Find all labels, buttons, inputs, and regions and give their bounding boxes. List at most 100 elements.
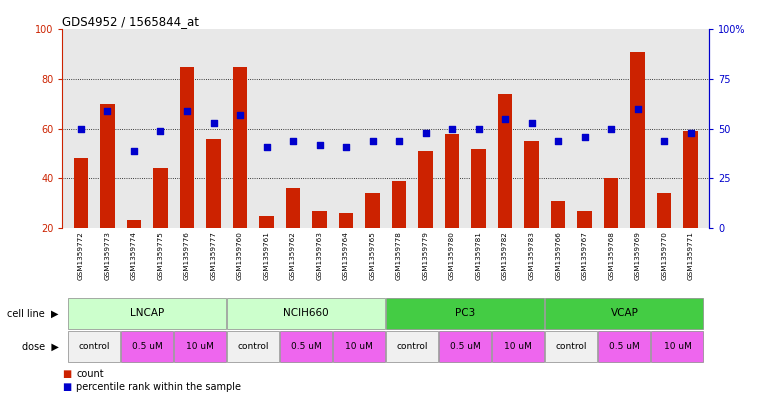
Text: GSM1359762: GSM1359762 xyxy=(290,231,296,280)
Text: 0.5 uM: 0.5 uM xyxy=(291,342,322,351)
Text: 10 uM: 10 uM xyxy=(345,342,373,351)
Text: GSM1359771: GSM1359771 xyxy=(688,231,694,280)
Point xyxy=(208,119,220,126)
Text: GDS4952 / 1565844_at: GDS4952 / 1565844_at xyxy=(62,15,199,28)
Bar xyxy=(651,331,703,362)
Text: GSM1359779: GSM1359779 xyxy=(422,231,428,280)
Text: control: control xyxy=(78,342,110,351)
Point xyxy=(419,130,431,136)
Text: GSM1359780: GSM1359780 xyxy=(449,231,455,280)
Bar xyxy=(657,193,671,277)
Point xyxy=(473,125,485,132)
Bar xyxy=(546,331,597,362)
Bar xyxy=(333,331,385,362)
Text: GSM1359768: GSM1359768 xyxy=(608,231,614,280)
Text: GSM1359781: GSM1359781 xyxy=(476,231,482,280)
Text: 10 uM: 10 uM xyxy=(186,342,214,351)
Point xyxy=(685,130,697,136)
Bar xyxy=(312,211,326,277)
Bar xyxy=(228,298,385,329)
Bar xyxy=(68,298,226,329)
Bar xyxy=(285,188,301,277)
Text: GSM1359775: GSM1359775 xyxy=(158,231,164,280)
Text: GSM1359767: GSM1359767 xyxy=(581,231,587,280)
Point xyxy=(578,134,591,140)
Bar xyxy=(233,67,247,277)
Text: LNCAP: LNCAP xyxy=(130,309,164,318)
Bar xyxy=(419,151,433,277)
Text: GSM1359763: GSM1359763 xyxy=(317,231,323,280)
Text: NCIH660: NCIH660 xyxy=(284,309,329,318)
Point xyxy=(367,138,379,144)
Text: cell line  ▶: cell line ▶ xyxy=(7,309,59,318)
Text: GSM1359774: GSM1359774 xyxy=(131,231,137,280)
Text: GSM1359772: GSM1359772 xyxy=(78,231,84,280)
Bar xyxy=(74,158,88,277)
Bar xyxy=(228,331,279,362)
Bar xyxy=(100,104,115,277)
Text: dose  ▶: dose ▶ xyxy=(22,342,59,352)
Point xyxy=(552,138,564,144)
Point xyxy=(446,125,458,132)
Text: GSM1359764: GSM1359764 xyxy=(343,231,349,280)
Text: 10 uM: 10 uM xyxy=(505,342,532,351)
Point xyxy=(393,138,405,144)
Text: GSM1359782: GSM1359782 xyxy=(502,231,508,280)
Text: 0.5 uM: 0.5 uM xyxy=(132,342,163,351)
Point xyxy=(128,147,140,154)
Bar xyxy=(604,178,619,277)
Text: GSM1359776: GSM1359776 xyxy=(184,231,190,280)
Point xyxy=(154,128,167,134)
Point xyxy=(499,116,511,122)
Point xyxy=(181,108,193,114)
Bar xyxy=(339,213,353,277)
Bar xyxy=(471,149,486,277)
Bar xyxy=(365,193,380,277)
Point xyxy=(658,138,670,144)
Point xyxy=(632,106,644,112)
Text: 10 uM: 10 uM xyxy=(664,342,692,351)
Bar xyxy=(126,220,142,277)
Bar xyxy=(524,141,539,277)
Text: GSM1359770: GSM1359770 xyxy=(661,231,667,280)
Text: GSM1359760: GSM1359760 xyxy=(237,231,243,280)
Bar xyxy=(180,67,194,277)
Bar xyxy=(280,331,333,362)
Text: GSM1359783: GSM1359783 xyxy=(529,231,535,280)
Bar xyxy=(174,331,226,362)
Text: GSM1359766: GSM1359766 xyxy=(555,231,561,280)
Bar xyxy=(630,52,645,277)
Point xyxy=(314,141,326,148)
Text: GSM1359778: GSM1359778 xyxy=(396,231,402,280)
Text: 0.5 uM: 0.5 uM xyxy=(609,342,640,351)
Text: PC3: PC3 xyxy=(455,309,476,318)
Bar xyxy=(121,331,174,362)
Text: percentile rank within the sample: percentile rank within the sample xyxy=(76,382,241,392)
Bar xyxy=(439,331,492,362)
Text: count: count xyxy=(76,369,103,379)
Text: control: control xyxy=(396,342,428,351)
Bar xyxy=(578,211,592,277)
Text: VCAP: VCAP xyxy=(610,309,638,318)
Text: GSM1359761: GSM1359761 xyxy=(263,231,269,280)
Text: control: control xyxy=(237,342,269,351)
Bar xyxy=(498,94,512,277)
Bar xyxy=(387,298,544,329)
Point xyxy=(526,119,538,126)
Bar xyxy=(492,331,544,362)
Point xyxy=(234,112,246,118)
Point xyxy=(340,143,352,150)
Text: GSM1359777: GSM1359777 xyxy=(211,231,217,280)
Bar xyxy=(387,331,438,362)
Bar xyxy=(551,201,565,277)
Bar xyxy=(153,168,167,277)
Text: control: control xyxy=(556,342,587,351)
Bar xyxy=(392,181,406,277)
Bar xyxy=(683,131,698,277)
Bar xyxy=(598,331,651,362)
Point xyxy=(605,125,617,132)
Text: ■: ■ xyxy=(62,382,72,392)
Text: GSM1359769: GSM1359769 xyxy=(635,231,641,280)
Point xyxy=(75,125,87,132)
Bar xyxy=(68,331,120,362)
